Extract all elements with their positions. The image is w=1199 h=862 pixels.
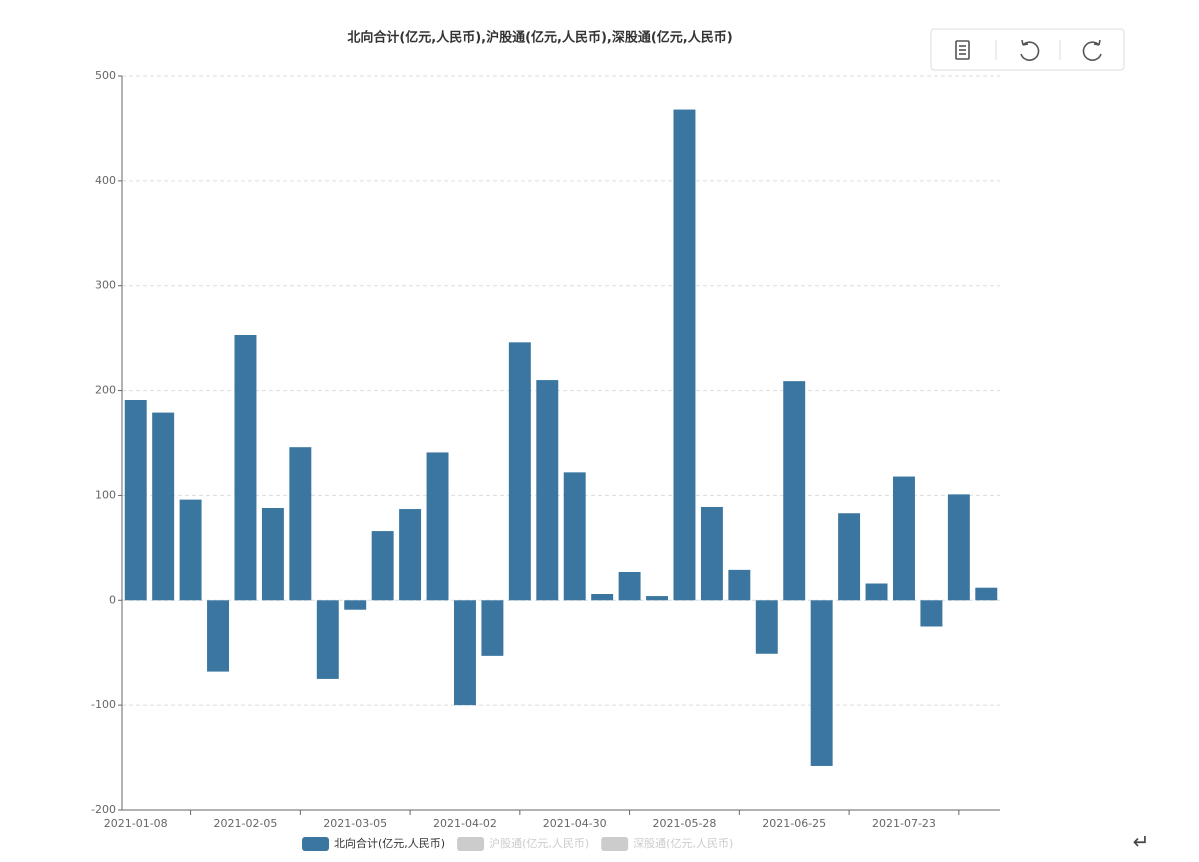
bar xyxy=(399,509,422,601)
bar xyxy=(453,600,476,706)
toolbox-frame xyxy=(930,28,1125,71)
bar xyxy=(755,600,778,654)
bar xyxy=(783,381,806,601)
restore-icon[interactable] xyxy=(1020,39,1040,61)
x-tick-label: 2021-02-05 xyxy=(214,817,278,830)
y-tick-label: -100 xyxy=(91,698,116,711)
legend-swatch xyxy=(302,837,329,851)
x-tick-label: 2021-06-25 xyxy=(762,817,826,830)
legend-swatch xyxy=(457,837,485,851)
bar xyxy=(371,531,394,601)
bar xyxy=(481,600,504,656)
bar xyxy=(728,569,751,601)
legend-swatch xyxy=(601,837,629,851)
x-tick-label: 2021-04-02 xyxy=(433,817,497,830)
bar xyxy=(426,452,449,601)
bar xyxy=(947,494,970,601)
bar xyxy=(865,583,888,601)
legend-label[interactable]: 北向合计(亿元,人民币) xyxy=(334,836,445,850)
bar xyxy=(673,109,696,601)
y-tick-label: 300 xyxy=(95,279,116,292)
chart-title: 北向合计(亿元,人民币),沪股通(亿元,人民币),深股通(亿元,人民币) xyxy=(347,30,732,46)
bar xyxy=(316,600,339,679)
toolbox[interactable] xyxy=(930,28,1125,71)
y-tick-label: 400 xyxy=(95,174,116,187)
bar xyxy=(920,600,943,627)
bar xyxy=(289,447,312,601)
y-tick-label: 100 xyxy=(95,488,116,501)
corner-mark: ↵ xyxy=(1133,830,1150,854)
bar xyxy=(261,508,284,601)
x-tick-label: 2021-05-28 xyxy=(653,817,717,830)
y-tick-label: 200 xyxy=(95,384,116,397)
bar xyxy=(508,342,531,601)
bar xyxy=(234,334,257,601)
data-view-icon[interactable] xyxy=(955,40,970,60)
bar xyxy=(838,513,861,601)
bar xyxy=(536,380,559,601)
y-tick-label: -200 xyxy=(91,803,116,816)
bar xyxy=(700,506,723,601)
bar xyxy=(975,587,998,601)
bar xyxy=(344,600,367,610)
y-tick-label: 500 xyxy=(95,69,116,82)
bar xyxy=(618,571,641,601)
bar xyxy=(152,412,175,601)
x-tick-label: 2021-03-05 xyxy=(323,817,387,830)
x-tick-label: 2021-01-08 xyxy=(104,817,168,830)
redo-icon[interactable] xyxy=(1082,39,1102,61)
legend-label[interactable]: 沪股通(亿元,人民币) xyxy=(489,836,589,850)
y-tick-label: 0 xyxy=(109,593,116,606)
legend-label[interactable]: 深股通(亿元,人民币) xyxy=(633,837,733,850)
bar xyxy=(646,596,669,601)
x-tick-label: 2021-07-23 xyxy=(872,817,936,830)
bar xyxy=(591,593,614,601)
bar xyxy=(892,476,915,601)
bar xyxy=(207,600,230,672)
bar xyxy=(810,600,833,766)
x-tick-label: 2021-04-30 xyxy=(543,817,607,830)
bar xyxy=(179,499,202,601)
bar xyxy=(563,472,586,601)
bar xyxy=(124,400,147,601)
